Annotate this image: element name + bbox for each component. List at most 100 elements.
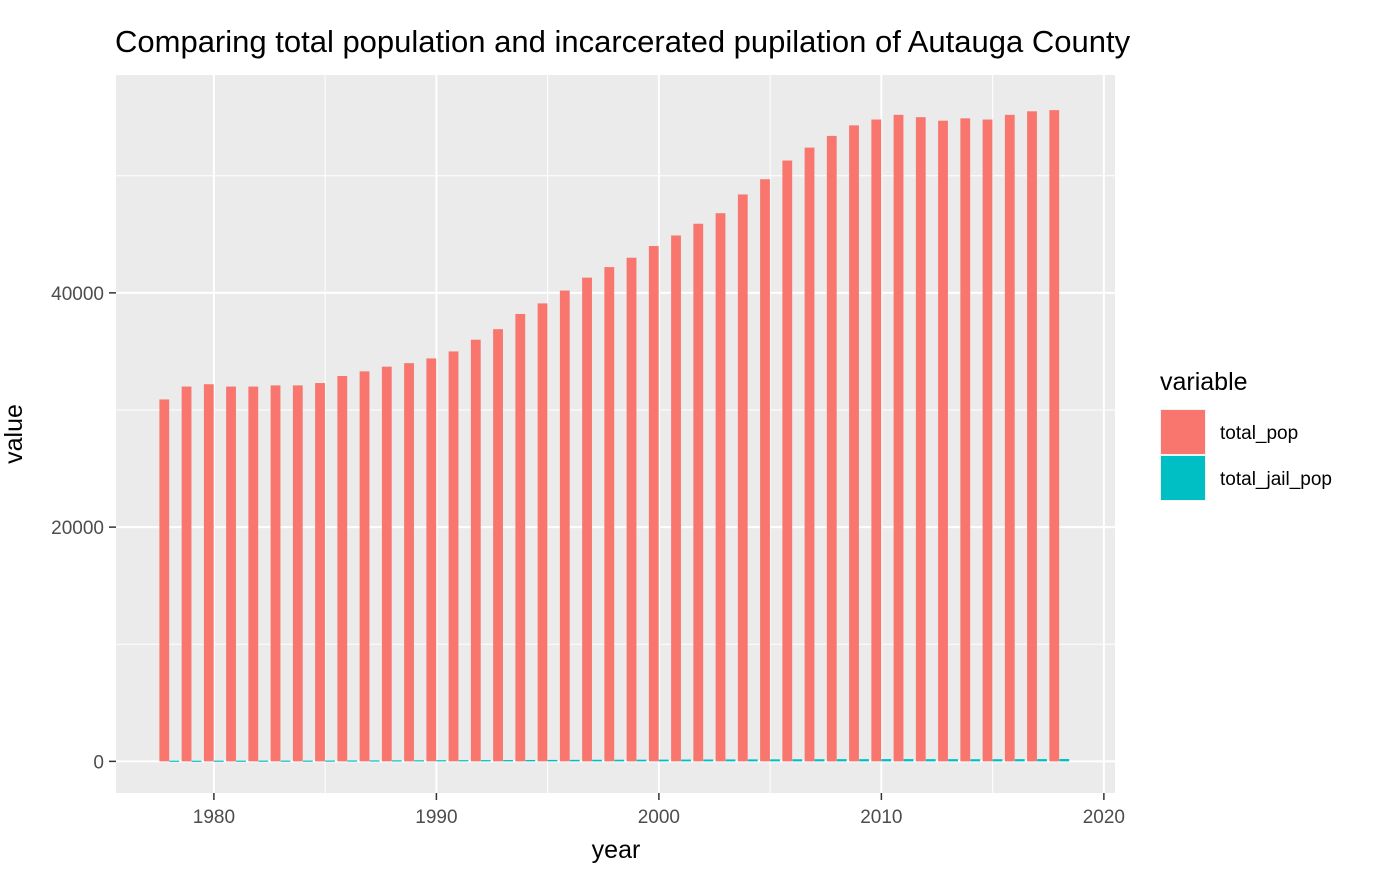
y-axis: 0 20000 40000: [51, 284, 116, 773]
bar-total-pop-1993: [493, 329, 503, 762]
bar-total-pop-1997: [582, 277, 592, 762]
bar-total-jail-pop-2005: [770, 759, 780, 762]
bar-total-pop-1995: [537, 303, 548, 762]
bar-total-jail-pop-2002: [703, 759, 714, 762]
bar-total-jail-pop-1990: [436, 760, 447, 762]
bar-total-jail-pop-1983: [280, 760, 291, 762]
bar-total-pop-2016: [1004, 114, 1015, 762]
bar-total-pop-1990: [426, 358, 437, 762]
bar-total-jail-pop-1997: [592, 759, 602, 762]
bar-total-jail-pop-2001: [681, 759, 691, 762]
bar-total-jail-pop-2013: [948, 759, 958, 762]
bar-total-pop-2018: [1049, 110, 1060, 762]
bar-total-pop-2013: [938, 120, 948, 762]
bar-total-pop-2011: [893, 114, 904, 762]
bar-total-jail-pop-2003: [725, 759, 736, 762]
bar-total-jail-pop-2011: [903, 759, 914, 762]
bar-total-pop-1985: [315, 383, 325, 762]
bar-total-pop-1991: [448, 351, 459, 762]
x-axis: 1980 1990 2000 2010 2020: [193, 793, 1125, 828]
x-tick-label: 2000: [638, 807, 680, 828]
y-axis-title: value: [0, 404, 28, 464]
legend: variable total_pop total_jail_pop: [1160, 368, 1332, 501]
bar-total-pop-2017: [1027, 111, 1037, 762]
x-tick-label: 1980: [193, 807, 235, 828]
bar-total-jail-pop-2009: [859, 759, 869, 762]
bar-total-jail-pop-2007: [814, 759, 825, 762]
bar-total-jail-pop-1999: [636, 759, 647, 762]
bar-total-pop-2003: [715, 213, 726, 762]
bar-total-jail-pop-1986: [347, 760, 358, 762]
bar-total-pop-1983: [270, 385, 281, 762]
bar-total-jail-pop-2018: [1059, 759, 1070, 762]
bar-total-jail-pop-1996: [569, 759, 580, 762]
bar-total-pop-2001: [671, 235, 681, 762]
legend-items: total_pop total_jail_pop: [1160, 409, 1332, 501]
y-tick-label: 20000: [51, 518, 104, 539]
bar-total-pop-2005: [760, 179, 770, 762]
bar-total-jail-pop-1998: [614, 759, 625, 762]
x-tick-label: 1990: [415, 807, 457, 828]
bar-total-pop-1986: [337, 376, 348, 762]
x-tick-label: 2010: [860, 807, 902, 828]
bar-total-pop-2002: [693, 223, 704, 762]
bar-total-pop-2012: [915, 117, 926, 762]
y-tick-label: 40000: [51, 284, 104, 305]
bar-total-jail-pop-1987: [369, 760, 380, 762]
bars-layer: [159, 110, 1070, 762]
bar-total-pop-1978: [159, 399, 170, 762]
chart-title: Comparing total population and incarcera…: [115, 24, 1131, 59]
x-axis-title: year: [592, 836, 641, 864]
bar-total-pop-1994: [515, 313, 526, 762]
bar-total-jail-pop-2008: [836, 759, 847, 762]
bar-total-jail-pop-1985: [325, 760, 335, 762]
bar-total-jail-pop-2012: [925, 759, 936, 762]
bar-total-pop-1989: [404, 363, 414, 762]
bar-total-jail-pop-2000: [658, 759, 669, 762]
bar-total-jail-pop-1995: [547, 759, 558, 762]
legend-swatch-total-jail-pop: [1161, 456, 1205, 500]
bar-total-pop-1987: [359, 371, 370, 762]
bar-total-pop-1996: [559, 290, 570, 762]
bar-total-pop-2007: [804, 147, 815, 762]
bar-total-jail-pop-1994: [525, 759, 536, 762]
y-tick-label: 0: [93, 752, 104, 773]
bar-total-jail-pop-2004: [747, 759, 758, 762]
bar-total-jail-pop-1978: [169, 760, 180, 762]
bar-total-pop-1981: [226, 386, 236, 762]
bar-total-jail-pop-2017: [1037, 759, 1047, 762]
bar-total-jail-pop-1980: [213, 760, 224, 762]
plot-panel: [116, 75, 1115, 793]
bar-total-jail-pop-2014: [970, 759, 981, 762]
bar-total-jail-pop-2010: [881, 759, 892, 762]
bar-total-jail-pop-1979: [191, 760, 202, 762]
bar-total-jail-pop-2006: [792, 759, 803, 762]
bar-total-pop-1992: [470, 339, 481, 762]
minor-gridlines: [116, 75, 1115, 793]
bar-total-pop-2004: [737, 194, 748, 762]
bar-total-jail-pop-1982: [258, 760, 269, 762]
bar-total-jail-pop-1989: [414, 760, 424, 762]
bar-total-jail-pop-1981: [236, 760, 246, 762]
plot-background: [116, 75, 1115, 793]
x-tick-label: 2020: [1083, 807, 1125, 828]
legend-label-total-pop: total_pop: [1220, 423, 1298, 444]
bar-total-jail-pop-1991: [458, 760, 469, 762]
bar-total-jail-pop-1992: [480, 760, 491, 762]
bar-total-pop-2000: [648, 246, 659, 762]
legend-label-total-jail-pop: total_jail_pop: [1220, 469, 1332, 490]
bar-total-pop-1980: [203, 384, 214, 762]
bar-total-pop-1988: [381, 366, 392, 762]
legend-swatch-total-pop: [1161, 410, 1205, 454]
bar-total-jail-pop-2015: [992, 759, 1003, 762]
legend-title: variable: [1160, 368, 1248, 396]
bar-total-pop-2006: [782, 160, 793, 762]
bar-total-jail-pop-2016: [1014, 759, 1025, 762]
bar-total-pop-2014: [960, 118, 971, 762]
bar-total-pop-1982: [248, 386, 259, 762]
bar-total-jail-pop-1988: [391, 760, 402, 762]
bar-total-pop-1999: [626, 257, 637, 762]
bar-total-pop-2010: [871, 119, 882, 762]
bar-total-pop-1979: [181, 386, 192, 762]
